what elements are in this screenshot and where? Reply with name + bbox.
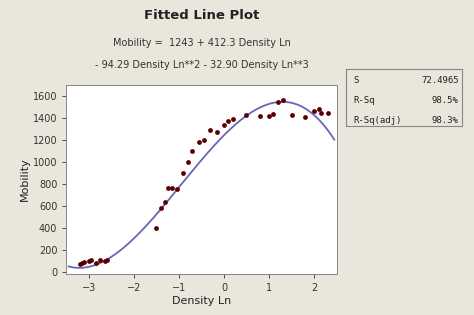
- Point: [189, 148, 196, 153]
- Point: [315, 107, 322, 112]
- Point: [213, 130, 221, 135]
- Point: [317, 110, 325, 115]
- Point: [157, 206, 165, 211]
- Point: [164, 186, 172, 191]
- Point: [256, 113, 264, 118]
- Point: [103, 257, 110, 262]
- Point: [274, 100, 282, 105]
- Text: - 94.29 Density Ln**2 - 32.90 Density Ln**3: - 94.29 Density Ln**2 - 32.90 Density Ln…: [95, 60, 308, 70]
- Point: [243, 112, 250, 117]
- Point: [200, 137, 208, 142]
- Point: [301, 114, 309, 119]
- Point: [310, 109, 318, 114]
- Point: [81, 260, 88, 265]
- Text: Mobility =  1243 + 412.3 Density Ln: Mobility = 1243 + 412.3 Density Ln: [112, 38, 291, 48]
- Point: [96, 258, 104, 263]
- Point: [153, 225, 160, 230]
- Point: [279, 98, 286, 103]
- Point: [229, 117, 237, 122]
- Text: R-Sq(adj): R-Sq(adj): [353, 116, 401, 125]
- Point: [225, 119, 232, 124]
- Y-axis label: Mobility: Mobility: [20, 158, 30, 201]
- Text: 72.4965: 72.4965: [421, 76, 459, 85]
- Point: [162, 199, 169, 204]
- Point: [195, 140, 203, 145]
- Point: [92, 261, 100, 266]
- Point: [207, 128, 214, 133]
- Text: 98.5%: 98.5%: [432, 96, 459, 105]
- Point: [180, 170, 187, 175]
- Point: [288, 112, 295, 117]
- Point: [220, 122, 228, 127]
- Point: [78, 260, 86, 265]
- Text: Fitted Line Plot: Fitted Line Plot: [144, 9, 259, 22]
- Text: S: S: [353, 76, 358, 85]
- Point: [265, 113, 273, 118]
- Point: [101, 258, 109, 263]
- Point: [324, 110, 331, 115]
- Point: [270, 112, 277, 117]
- Text: 98.3%: 98.3%: [432, 116, 459, 125]
- Text: R-Sq: R-Sq: [353, 96, 374, 105]
- Point: [168, 186, 176, 191]
- Point: [173, 187, 181, 192]
- Point: [85, 258, 92, 263]
- Point: [76, 261, 83, 266]
- Point: [87, 258, 95, 263]
- X-axis label: Density Ln: Density Ln: [172, 296, 231, 306]
- Point: [184, 159, 191, 164]
